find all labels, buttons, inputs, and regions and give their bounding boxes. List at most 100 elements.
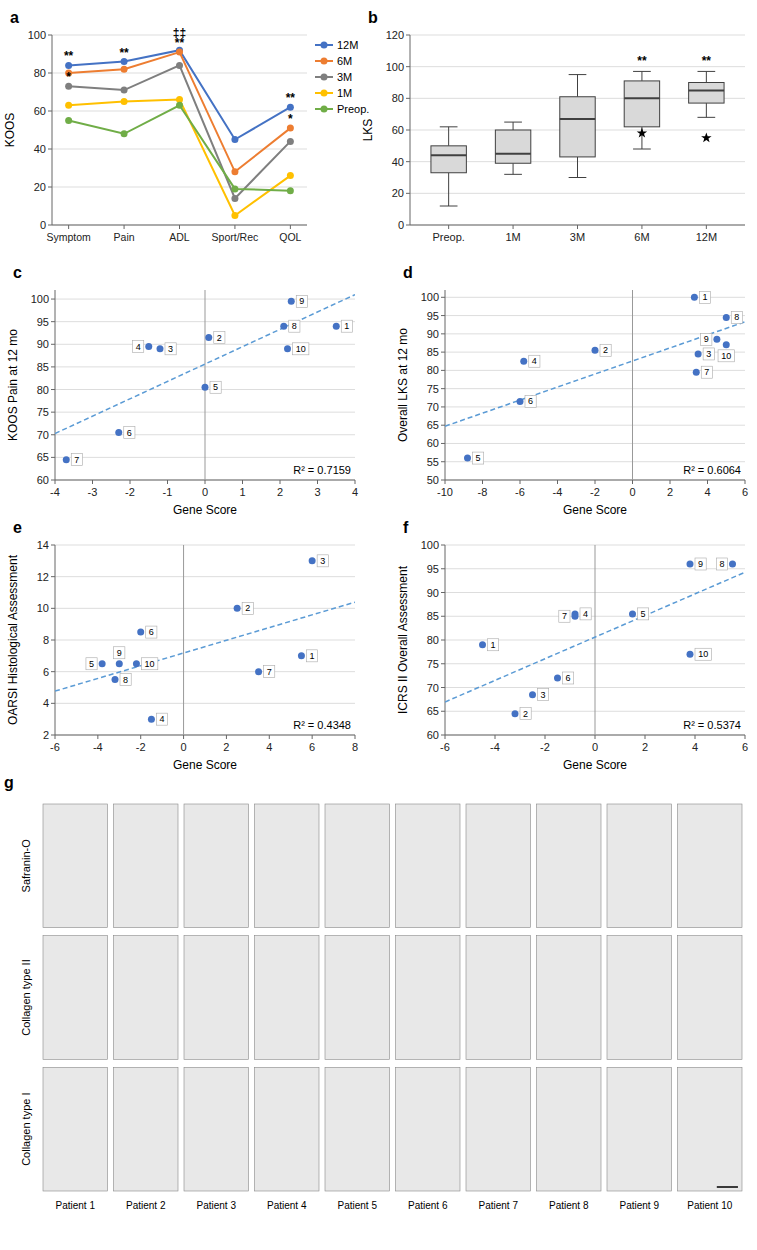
column-label: Patient 1 xyxy=(56,1200,96,1211)
x-tick xyxy=(355,735,356,739)
grid-line xyxy=(445,333,745,334)
x-tick xyxy=(68,225,69,229)
x-tick xyxy=(445,735,446,739)
background xyxy=(0,0,757,1250)
grid-line xyxy=(55,640,355,641)
x-axis: -10-8-6-4-20246Gene Score xyxy=(437,480,748,517)
point xyxy=(137,629,144,636)
grid-line xyxy=(52,149,307,150)
label-box xyxy=(638,608,649,620)
grid-line xyxy=(445,315,745,316)
label-box xyxy=(306,650,317,662)
label-box xyxy=(141,658,157,670)
label-box xyxy=(529,355,540,367)
box xyxy=(495,130,530,163)
x-tick-label: ADL xyxy=(169,231,190,243)
y-tick-label: 80 xyxy=(427,364,439,376)
point xyxy=(202,384,209,391)
grid-line xyxy=(52,187,307,188)
label-box xyxy=(86,658,97,670)
y-tick-label: 100 xyxy=(421,291,439,303)
label-box xyxy=(538,689,549,701)
box xyxy=(624,81,659,127)
y-tick-label: 40 xyxy=(392,156,404,168)
point-label: 9 xyxy=(704,334,709,344)
y-tick-label: 4 xyxy=(43,697,49,709)
y-tick xyxy=(441,480,445,481)
annotation: R² = 0.4348 xyxy=(293,719,351,731)
label-box xyxy=(71,454,82,466)
column-label: Patient 4 xyxy=(267,1200,307,1211)
point-labels: 12345678910 xyxy=(488,558,728,720)
x-tick-label: -6 xyxy=(515,486,525,498)
point xyxy=(687,651,694,658)
y-tick xyxy=(51,457,55,458)
label-box xyxy=(580,608,591,620)
annotation: * xyxy=(288,112,293,126)
legend-marker xyxy=(321,74,328,81)
x-tick xyxy=(482,480,483,484)
point-label: 4 xyxy=(160,714,165,724)
y-axis: 020406080100KOOS xyxy=(3,29,307,231)
y-tick xyxy=(441,388,445,389)
point xyxy=(234,605,241,612)
plot-area xyxy=(445,290,745,480)
image-placeholder xyxy=(114,804,179,928)
point xyxy=(554,675,561,682)
panel-label: b xyxy=(368,9,378,26)
point xyxy=(112,676,119,683)
legend-label: 12M xyxy=(337,39,358,51)
legend-label: 6M xyxy=(337,55,352,67)
grid-line xyxy=(55,608,355,609)
y-tick xyxy=(51,480,55,481)
y-tick-label: 14 xyxy=(37,539,49,551)
image-placeholder xyxy=(396,1067,461,1191)
y-tick xyxy=(51,640,55,641)
x-tick-label: -4 xyxy=(93,741,103,753)
x-tick xyxy=(445,480,446,484)
x-tick xyxy=(745,480,746,484)
x-tick xyxy=(595,480,596,484)
y-tick-label: 6 xyxy=(43,666,49,678)
point xyxy=(63,456,70,463)
point xyxy=(309,557,316,564)
column-label: Patient 8 xyxy=(549,1200,589,1211)
point-label: 8 xyxy=(292,321,297,331)
label-box xyxy=(114,647,125,659)
label-box xyxy=(242,602,253,614)
image-placeholder xyxy=(184,936,249,1060)
label-box xyxy=(563,672,574,684)
image-placeholder xyxy=(537,804,602,928)
zero-line xyxy=(632,290,633,480)
point xyxy=(529,691,536,698)
y-tick-label: 12 xyxy=(37,571,49,583)
column-label: Patient 10 xyxy=(687,1200,732,1211)
label-box xyxy=(146,626,157,638)
point xyxy=(65,117,72,124)
x-tick-label: 4 xyxy=(692,741,698,753)
outlier xyxy=(701,132,711,142)
grid-line xyxy=(445,388,745,389)
point-label: 5 xyxy=(641,609,646,619)
median xyxy=(624,97,659,99)
x-axis-label: Gene Score xyxy=(563,503,627,517)
y-tick-label: 50 xyxy=(427,474,439,486)
y-tick-label: 2 xyxy=(43,729,49,741)
x-tick-label: -10 xyxy=(437,486,453,498)
y-tick xyxy=(51,703,55,704)
x-tick xyxy=(577,225,578,229)
point xyxy=(729,561,736,568)
y-tick xyxy=(441,663,445,664)
point-label: 6 xyxy=(566,673,571,683)
point xyxy=(512,710,519,717)
x-tick xyxy=(706,225,707,229)
y-tick-label: 60 xyxy=(427,729,439,741)
label-box xyxy=(165,343,176,355)
whisker-cap xyxy=(569,74,587,75)
y-tick xyxy=(441,425,445,426)
y-tick-label: 95 xyxy=(37,316,49,328)
y-tick-label: 90 xyxy=(37,338,49,350)
point xyxy=(695,350,702,357)
whisker-cap xyxy=(697,117,715,118)
median xyxy=(431,154,466,156)
